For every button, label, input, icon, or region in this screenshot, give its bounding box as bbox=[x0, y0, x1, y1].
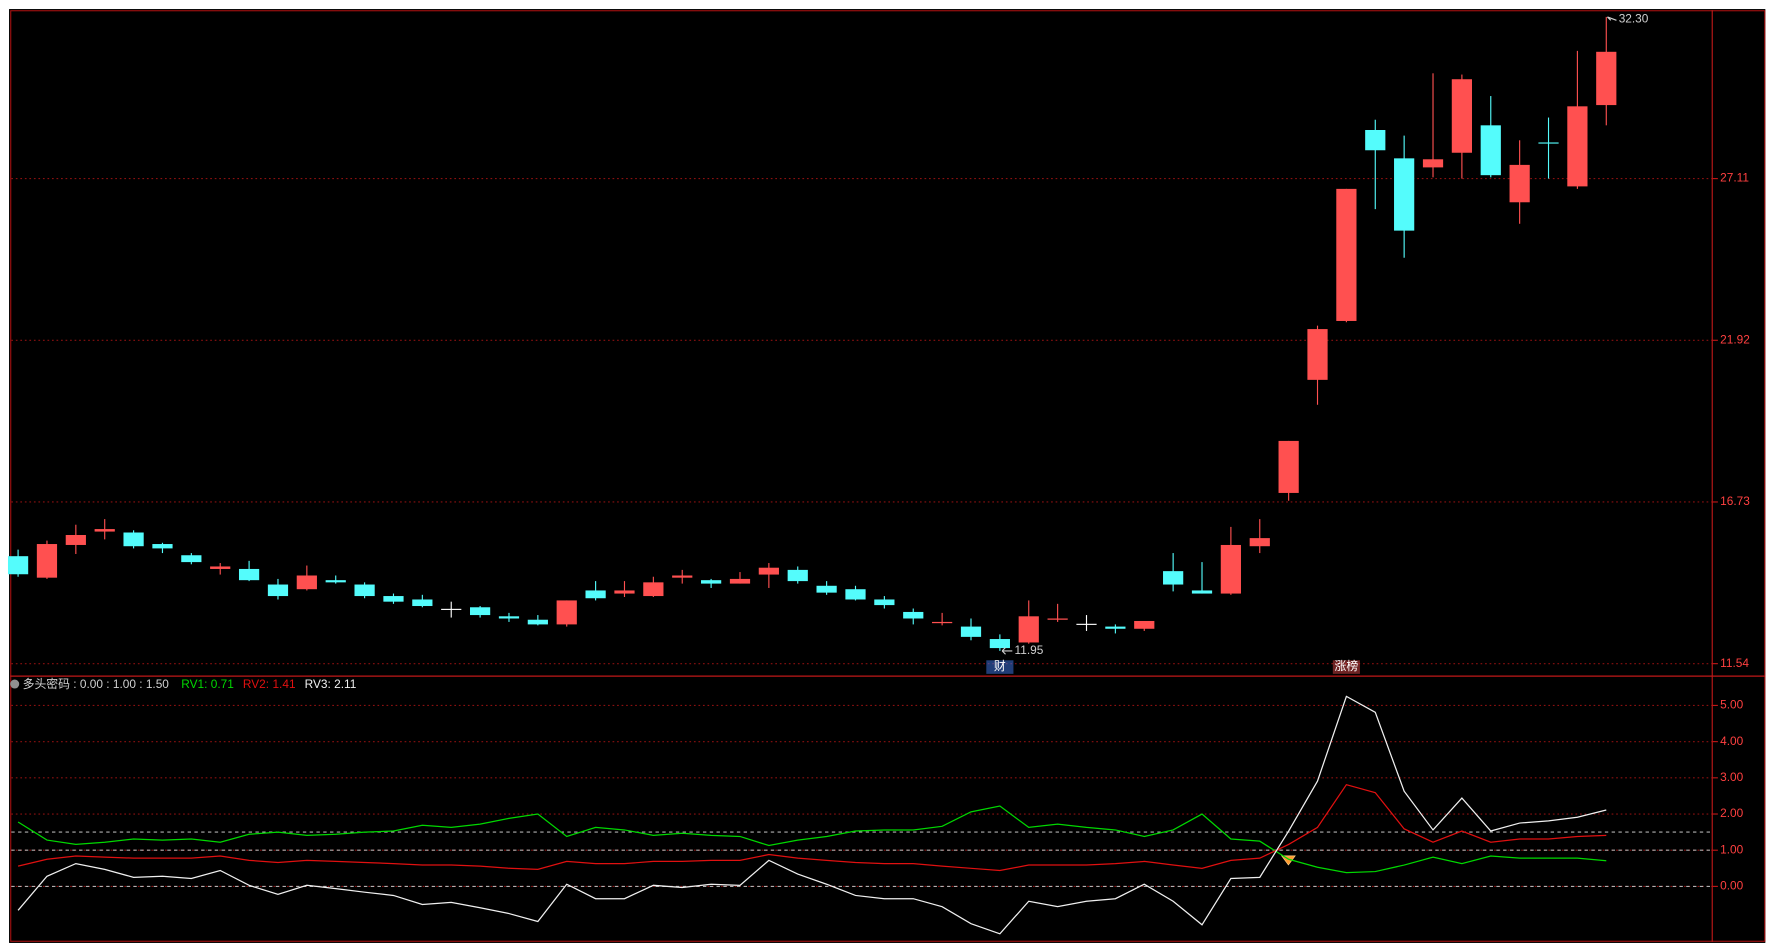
y-tick-label: 4.00 bbox=[1720, 734, 1743, 748]
candle-body bbox=[354, 584, 375, 597]
y-tick-label: 21.92 bbox=[1720, 332, 1750, 346]
candle-body bbox=[960, 626, 982, 637]
candle-body bbox=[1105, 626, 1126, 629]
candle-body bbox=[412, 599, 433, 607]
y-tick-label: 27.11 bbox=[1720, 171, 1749, 185]
candle-body bbox=[325, 580, 346, 583]
candle-body bbox=[1018, 616, 1039, 643]
candle-body bbox=[1047, 618, 1068, 620]
candle-body bbox=[1596, 51, 1617, 106]
candle-body bbox=[932, 621, 953, 624]
candle-body bbox=[498, 616, 520, 619]
legend-value: 1.41 bbox=[272, 677, 295, 691]
candle-body bbox=[1509, 164, 1530, 203]
candle-body bbox=[989, 639, 1010, 649]
y-tick-label: 2.00 bbox=[1720, 806, 1743, 820]
candle-body bbox=[758, 567, 779, 575]
candle-body bbox=[527, 619, 548, 625]
max-label: 32.30 bbox=[1619, 11, 1649, 25]
candle-body bbox=[36, 544, 58, 578]
candle-body bbox=[1422, 159, 1444, 168]
legend-value: 2.11 bbox=[334, 677, 357, 691]
min-label: 11.95 bbox=[1015, 643, 1044, 657]
candle-body bbox=[1249, 538, 1270, 547]
candle-body bbox=[123, 532, 144, 547]
candle-body bbox=[7, 556, 29, 575]
candle-body bbox=[94, 529, 115, 532]
candle-body bbox=[152, 544, 173, 549]
candle-body bbox=[1451, 79, 1473, 153]
candle-body bbox=[585, 590, 606, 599]
candle-body bbox=[1365, 130, 1386, 151]
candle-body bbox=[614, 590, 635, 594]
candle-body bbox=[672, 575, 693, 578]
event-tag: 涨榜 bbox=[1335, 659, 1359, 673]
legend-name: RV3: bbox=[305, 677, 331, 691]
candle-body bbox=[1538, 142, 1559, 144]
candle-body bbox=[643, 582, 664, 597]
event-tag-box bbox=[1332, 660, 1360, 674]
candle-body bbox=[701, 580, 722, 584]
candle-body bbox=[1076, 623, 1097, 625]
legend-value: 0.71 bbox=[211, 677, 234, 691]
min-arrow bbox=[1001, 647, 1013, 655]
candle-body bbox=[1307, 329, 1328, 380]
candle-body bbox=[1191, 590, 1213, 594]
indicator-line bbox=[17, 695, 1607, 935]
candle-body bbox=[267, 584, 289, 597]
candle-body bbox=[1278, 440, 1299, 493]
indicator-line bbox=[17, 783, 1607, 872]
indicator-legend: 多头密码 : 0.00 : 1.00 : 1.50 RV1: 0.71 RV2: 1.… bbox=[23, 677, 357, 691]
candle-body bbox=[1220, 544, 1241, 594]
candle-body bbox=[816, 585, 837, 593]
candle-body bbox=[238, 568, 260, 581]
y-tick-label: 0.00 bbox=[1720, 879, 1743, 893]
candle-body bbox=[1134, 620, 1155, 629]
candle-body bbox=[1394, 158, 1415, 231]
candle-body bbox=[383, 596, 404, 602]
legend-name: RV2: bbox=[243, 677, 269, 691]
candle-body bbox=[556, 600, 577, 625]
candle-body bbox=[210, 566, 231, 569]
candle-body bbox=[181, 555, 202, 563]
candle-body bbox=[1567, 106, 1588, 187]
event-tag-box bbox=[986, 660, 1014, 674]
indicator-line bbox=[17, 805, 1607, 874]
candle-body bbox=[1480, 125, 1501, 176]
candle-body bbox=[1336, 188, 1357, 321]
candle-body bbox=[1163, 571, 1184, 585]
y-tick-label: 11.54 bbox=[1720, 656, 1749, 670]
candle-body bbox=[469, 607, 491, 616]
indicator-icon[interactable] bbox=[10, 679, 20, 689]
frame bbox=[10, 10, 1766, 942]
candle-body bbox=[845, 589, 866, 600]
y-tick-label: 3.00 bbox=[1720, 770, 1743, 784]
candle-body bbox=[296, 575, 317, 590]
candle-body bbox=[874, 599, 895, 606]
candle-body bbox=[729, 578, 751, 584]
background bbox=[9, 9, 1766, 943]
candle-body bbox=[787, 569, 808, 582]
candle-body bbox=[65, 534, 86, 545]
candle-body bbox=[441, 608, 462, 610]
legend-name: RV1: bbox=[181, 677, 207, 691]
y-tick-label: 5.00 bbox=[1720, 698, 1743, 712]
y-tick-label: 1.00 bbox=[1720, 842, 1743, 856]
max-arrow bbox=[1607, 16, 1617, 21]
event-tag: 财 bbox=[994, 659, 1006, 673]
indicator-title: 多头密码 : 0.00 : 1.00 : 1.50 bbox=[23, 677, 170, 691]
y-tick-label: 16.73 bbox=[1720, 494, 1750, 508]
candle-body bbox=[903, 611, 924, 619]
